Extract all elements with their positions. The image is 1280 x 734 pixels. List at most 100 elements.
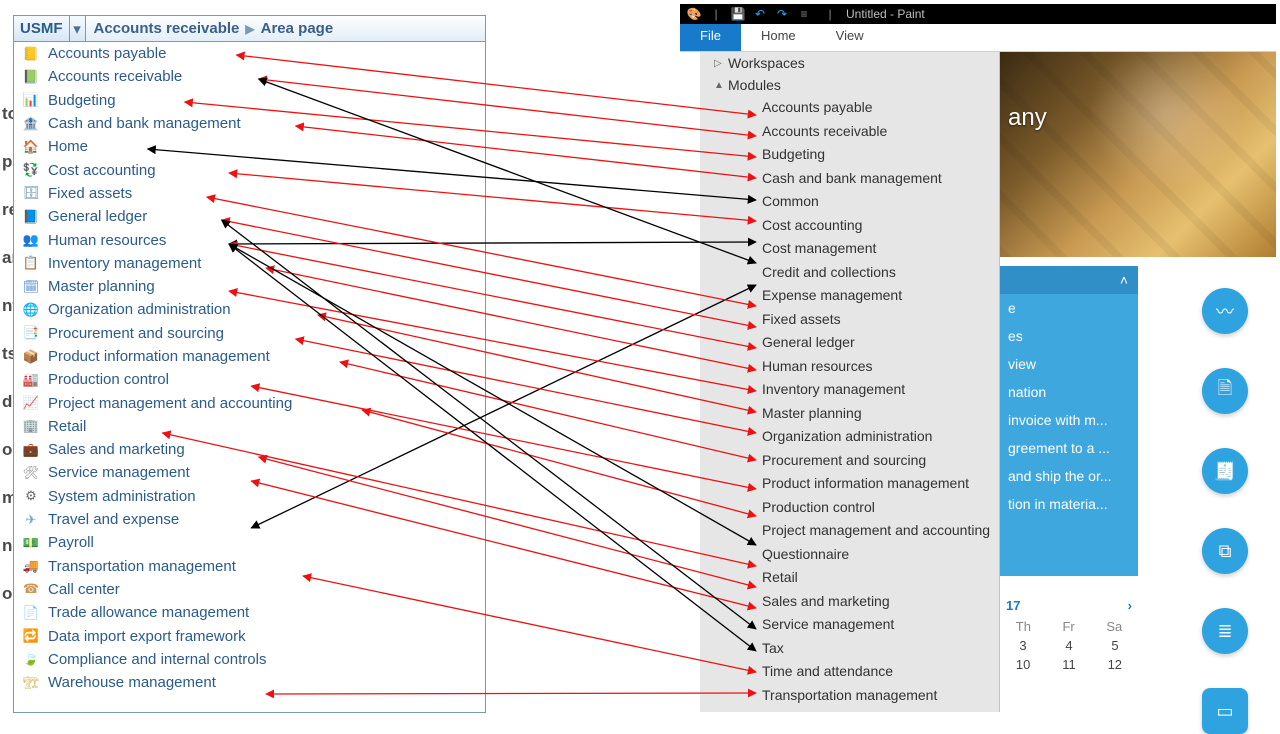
rail-invoice-icon[interactable]: 🧾 [1202, 448, 1248, 494]
calendar-cell[interactable]: 12 [1108, 657, 1122, 672]
task-guide-item[interactable]: e [1000, 294, 1138, 322]
module-item[interactable]: 👥Human resources [14, 228, 485, 251]
module-item[interactable]: 📑Procurement and sourcing [14, 322, 485, 345]
task-guide-item[interactable]: tion in materia... [1000, 490, 1138, 518]
module-item[interactable]: 📗Accounts receivable [14, 65, 485, 88]
module-item[interactable]: 🗄Fixed assets [14, 182, 485, 205]
d365-module-item[interactable]: Human resources [740, 355, 999, 379]
rail-money-icon[interactable]: ⧉ [1202, 528, 1248, 574]
d365-module-item[interactable]: Credit and collections [740, 261, 999, 285]
calendar-month-label: 17 [1006, 598, 1020, 613]
task-guide-item[interactable]: greement to a ... [1000, 434, 1138, 462]
d365-module-item[interactable]: Transportation management [740, 684, 999, 708]
d365-module-item[interactable]: Accounts receivable [740, 120, 999, 144]
rail-list-icon[interactable]: ≣ [1202, 608, 1248, 654]
d365-module-item[interactable]: Budgeting [740, 143, 999, 167]
d365-module-item[interactable]: Procurement and sourcing [740, 449, 999, 473]
module-item[interactable]: 📄Trade allowance management [14, 601, 485, 624]
module-item[interactable]: ✈Travel and expense [14, 508, 485, 531]
module-icon: 🚚 [20, 557, 42, 575]
module-item[interactable]: 🌐Organization administration [14, 298, 485, 321]
module-item[interactable]: 📋Inventory management [14, 252, 485, 275]
d365-module-item[interactable]: Questionnaire [740, 543, 999, 567]
module-item[interactable]: ⚙System administration [14, 485, 485, 508]
calendar-cell[interactable]: 10 [1016, 657, 1030, 672]
d365-module-item[interactable]: Master planning [740, 402, 999, 426]
nav-section-workspaces[interactable]: ▷ Workspaces [700, 52, 999, 74]
task-guide-item[interactable]: invoice with m... [1000, 406, 1138, 434]
rail-trend-icon[interactable]: 〰 [1202, 288, 1248, 334]
d365-module-item[interactable]: Retail [740, 566, 999, 590]
d365-module-item[interactable]: Expense management [740, 284, 999, 308]
calendar-cell[interactable]: Sa [1106, 619, 1122, 634]
d365-module-item[interactable]: Production control [740, 496, 999, 520]
calendar-cell[interactable]: Fr [1062, 619, 1074, 634]
module-item[interactable]: 🔁Data import export framework [14, 624, 485, 647]
module-item[interactable]: 📘General ledger [14, 205, 485, 228]
nav-section-modules[interactable]: ▲ Modules [700, 74, 999, 96]
module-label: Travel and expense [48, 511, 179, 528]
paint-titlebar: 🎨 | 💾 ↶ ↷ ≡ | Untitled - Paint [680, 4, 1276, 24]
tab-file[interactable]: File [680, 24, 741, 51]
module-item[interactable]: 📈Project management and accounting [14, 391, 485, 414]
calendar-cell[interactable]: 11 [1062, 657, 1076, 672]
d365-module-item[interactable]: General ledger [740, 331, 999, 355]
task-guide-item[interactable]: nation [1000, 378, 1138, 406]
module-label: Transportation management [48, 558, 236, 575]
task-guide-item[interactable]: and ship the or... [1000, 462, 1138, 490]
calendar-cell[interactable]: 5 [1111, 638, 1118, 653]
d365-module-item[interactable]: Cost accounting [740, 214, 999, 238]
d365-module-item[interactable]: Sales and marketing [740, 590, 999, 614]
company-picker[interactable]: USMF [14, 16, 70, 41]
module-item[interactable]: ☎Call center [14, 578, 485, 601]
d365-module-item[interactable]: Cash and bank management [740, 167, 999, 191]
breadcrumb[interactable]: Accounts receivable ▶ Area page [86, 20, 342, 37]
task-guide-item[interactable]: es [1000, 322, 1138, 350]
module-item[interactable]: 🏠Home [14, 135, 485, 158]
calendar-cell[interactable]: 4 [1065, 638, 1072, 653]
d365-module-item[interactable]: Cost management [740, 237, 999, 261]
rail-doc-icon[interactable]: 🗎 [1202, 368, 1248, 414]
module-label: Human resources [48, 232, 166, 249]
paint-ribbon-tabs: File Home View [680, 24, 1276, 52]
d365-module-item[interactable]: Service management [740, 613, 999, 637]
d365-module-item[interactable]: Organization administration [740, 425, 999, 449]
company-dropdown-icon[interactable]: ▾ [70, 16, 86, 41]
d365-module-item[interactable]: Warehouse management [740, 707, 999, 712]
task-guide-item[interactable]: view [1000, 350, 1138, 378]
d365-module-item[interactable]: Inventory management [740, 378, 999, 402]
save-icon[interactable]: 💾 [730, 6, 746, 22]
module-item[interactable]: 💱Cost accounting [14, 158, 485, 181]
module-icon: 🛠 [20, 464, 42, 482]
d365-module-item[interactable]: Product information management [740, 472, 999, 496]
module-item[interactable]: 💼Sales and marketing [14, 438, 485, 461]
redo-icon[interactable]: ↷ [774, 6, 790, 22]
undo-icon[interactable]: ↶ [752, 6, 768, 22]
module-icon: ☎ [20, 580, 42, 598]
rail-card-icon[interactable]: ▭ [1202, 688, 1248, 734]
module-item[interactable]: 📦Product information management [14, 345, 485, 368]
module-item[interactable]: 🚚 Transportation management [14, 555, 485, 578]
calendar-cell[interactable]: Th [1016, 619, 1031, 634]
module-item[interactable]: 🗓Master planning [14, 275, 485, 298]
d365-module-item[interactable]: Time and attendance [740, 660, 999, 684]
module-item[interactable]: 🏗Warehouse management [14, 671, 485, 694]
module-item[interactable]: 💵Payroll [14, 531, 485, 554]
module-item[interactable]: 🏭Production control [14, 368, 485, 391]
module-item[interactable]: 📊Budgeting [14, 89, 485, 112]
module-item[interactable]: 🏢Retail [14, 415, 485, 438]
module-item[interactable]: 🏦Cash and bank management [14, 112, 485, 135]
calendar-cell[interactable]: 3 [1019, 638, 1026, 653]
module-item[interactable]: 🍃Compliance and internal controls [14, 648, 485, 671]
module-item[interactable]: 📒Accounts payable [14, 42, 485, 65]
d365-module-item[interactable]: Project management and accounting [740, 519, 999, 543]
panel-collapse-button[interactable]: ˄ [1000, 266, 1138, 294]
module-item[interactable]: 🛠Service management [14, 461, 485, 484]
d365-module-item[interactable]: Fixed assets [740, 308, 999, 332]
calendar-next-icon[interactable]: › [1128, 598, 1132, 613]
d365-module-item[interactable]: Common [740, 190, 999, 214]
d365-module-item[interactable]: Tax [740, 637, 999, 661]
tab-home[interactable]: Home [741, 24, 816, 51]
d365-module-item[interactable]: Accounts payable [740, 96, 999, 120]
tab-view[interactable]: View [816, 24, 884, 51]
